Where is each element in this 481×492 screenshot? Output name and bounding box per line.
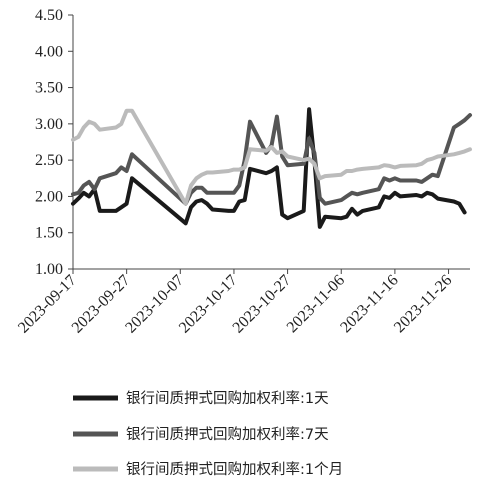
- x-axis: 2023-09-172023-09-272023-10-072023-10-17…: [15, 268, 470, 337]
- y-tick-label: 3.00: [35, 116, 63, 133]
- series-lines: [71, 107, 472, 229]
- x-tick-label: 2023-10-27: [230, 272, 295, 337]
- legend: 银行间质押式回购加权利率:1天银行间质押式回购加权利率:7天银行间质押式回购加权…: [73, 390, 343, 478]
- y-tick-label: 1.00: [35, 261, 63, 278]
- y-tick-label: 1.50: [35, 225, 63, 242]
- series-line-1: [71, 107, 467, 229]
- y-axis: 1.00 1.50 2.00 2.50 3.00 3.50 4.00 4.50: [35, 7, 74, 278]
- legend-label-2: 银行间质押式回购加权利率:7天: [126, 426, 329, 443]
- series-line-3: [71, 108, 472, 206]
- y-tick-label: 3.50: [35, 80, 63, 97]
- legend-label-3: 银行间质押式回购加权利率:1个月: [126, 461, 343, 478]
- y-tick-label: 4.50: [35, 7, 63, 24]
- y-tick-label: 2.50: [35, 152, 63, 169]
- series-line-2: [71, 113, 472, 206]
- y-tick-label: 4.00: [35, 43, 63, 60]
- x-tick-label: 2023-11-26: [391, 272, 455, 336]
- legend-label-1: 银行间质押式回购加权利率:1天: [126, 390, 329, 407]
- y-tick-label: 2.00: [35, 188, 63, 205]
